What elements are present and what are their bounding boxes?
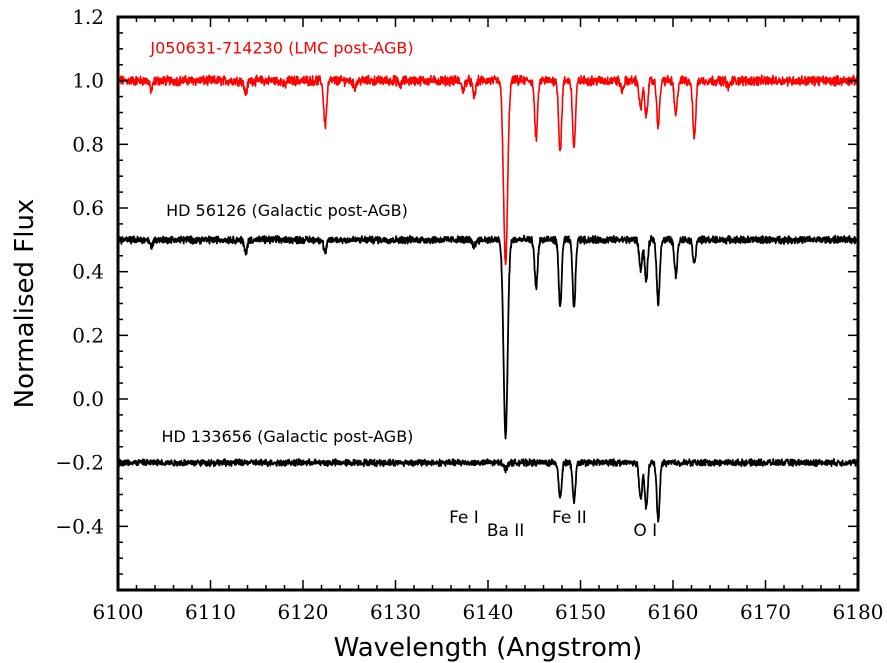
series-label: HD 56126 (Galactic post-AGB) [166, 201, 408, 220]
series-layer [118, 74, 858, 523]
annotation-layer: J050631-714230 (LMC post-AGB) HD 56126 (G… [149, 39, 657, 541]
y-tick-label: 0.6 [72, 196, 104, 220]
line-id-label: O I [633, 521, 657, 541]
spectrum-hd-56126-galactic-post-agb [118, 234, 858, 440]
y-tick-label: −0.4 [55, 514, 104, 538]
x-tick-label: 6110 [185, 600, 236, 624]
x-tick-label: 6180 [833, 600, 884, 624]
y-tick-label: 1.0 [72, 69, 104, 93]
y-tick-label: 0.8 [72, 132, 104, 156]
series-label: HD 133656 (Galactic post-AGB) [161, 427, 413, 446]
y-tick-label: 0.2 [72, 323, 104, 347]
x-tick-label: 6130 [370, 600, 421, 624]
line-id-label: Fe II [552, 508, 587, 528]
y-tick-labels: 1.2 1.0 0.8 0.6 0.4 0.2 0.0 −0.2 −0.4 [55, 5, 104, 538]
x-tick-label: 6170 [740, 600, 791, 624]
y-tick-label: 1.2 [72, 5, 104, 29]
y-tick-label: 0.0 [72, 387, 104, 411]
y-tick-label: 0.4 [72, 260, 104, 284]
x-tick-labels: 6100 6110 6120 6130 6140 6150 6160 6170 6180 [93, 600, 884, 624]
series-label: J050631-714230 (LMC post-AGB) [149, 39, 413, 58]
x-tick-label: 6150 [555, 600, 606, 624]
x-tick-label: 6140 [463, 600, 514, 624]
x-tick-label: 6120 [278, 600, 329, 624]
x-tick-label: 6160 [648, 600, 699, 624]
x-axis-title: Wavelength (Angstrom) [334, 633, 643, 663]
line-id-label: Fe I [449, 508, 479, 528]
x-tick-label: 6100 [93, 600, 144, 624]
spectrum-j050631-714230-lmc-post-agb [118, 74, 858, 266]
line-id-label: Ba II [487, 521, 525, 541]
ticks-layer [117, 16, 859, 591]
y-axis-title: Normalised Flux [10, 199, 40, 409]
spectrum-hd-133656-galactic-post-agb [118, 457, 858, 523]
plot-frame [116, 15, 860, 592]
y-tick-label: −0.2 [55, 451, 104, 475]
